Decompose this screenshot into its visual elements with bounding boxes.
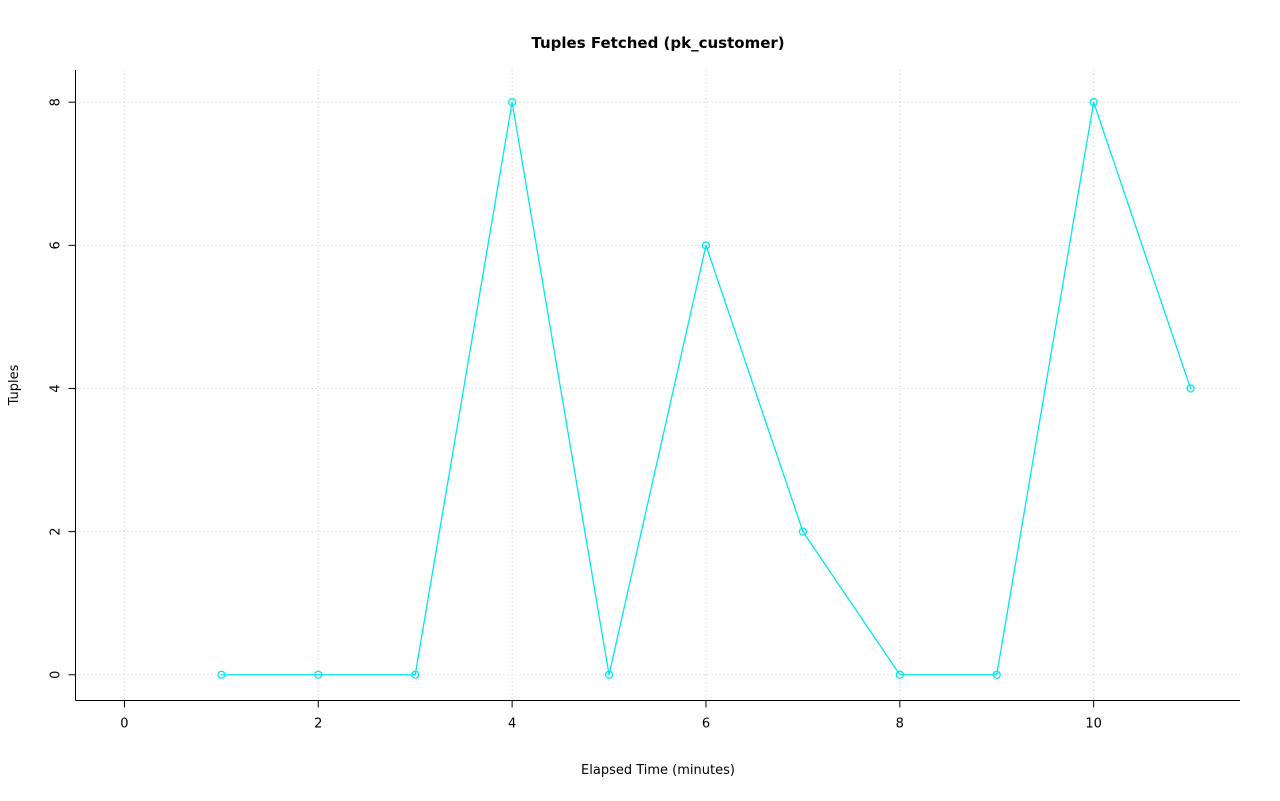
- x-tick-label: 10: [1085, 717, 1102, 732]
- data-point: [701, 241, 711, 250]
- y-tick-label: 2: [49, 527, 64, 535]
- y-tick-label: 4: [49, 384, 64, 392]
- x-tick-label: 6: [702, 717, 710, 732]
- data-point: [895, 670, 904, 679]
- series-line: [220, 101, 1192, 676]
- y-tick-label: 6: [49, 241, 64, 249]
- data-point: [314, 670, 323, 679]
- data-point: [1089, 98, 1098, 107]
- data-series: [217, 98, 1195, 679]
- x-tick-label: 2: [314, 717, 322, 732]
- y-tick-label: 0: [49, 671, 64, 679]
- data-point: [798, 527, 808, 536]
- x-tick-label: 4: [508, 717, 516, 732]
- y-tick-label: 8: [49, 98, 64, 106]
- axes: 0 2 4 6 8 10 0 2 4 6 8: [49, 70, 1240, 732]
- chart-title: Tuples Fetched (pk_customer): [531, 34, 784, 52]
- data-point: [411, 670, 420, 679]
- x-axis-label: Elapsed Time (minutes): [581, 763, 735, 778]
- grid-lines: [75, 70, 1240, 701]
- x-tick-label: 8: [896, 717, 904, 732]
- y-axis-label: Tuples: [7, 364, 22, 406]
- data-point: [217, 670, 226, 679]
- data-point: [992, 670, 1001, 679]
- data-point: [604, 670, 614, 679]
- data-point: [507, 98, 517, 107]
- data-point: [1186, 384, 1195, 393]
- x-tick-label: 0: [120, 717, 128, 732]
